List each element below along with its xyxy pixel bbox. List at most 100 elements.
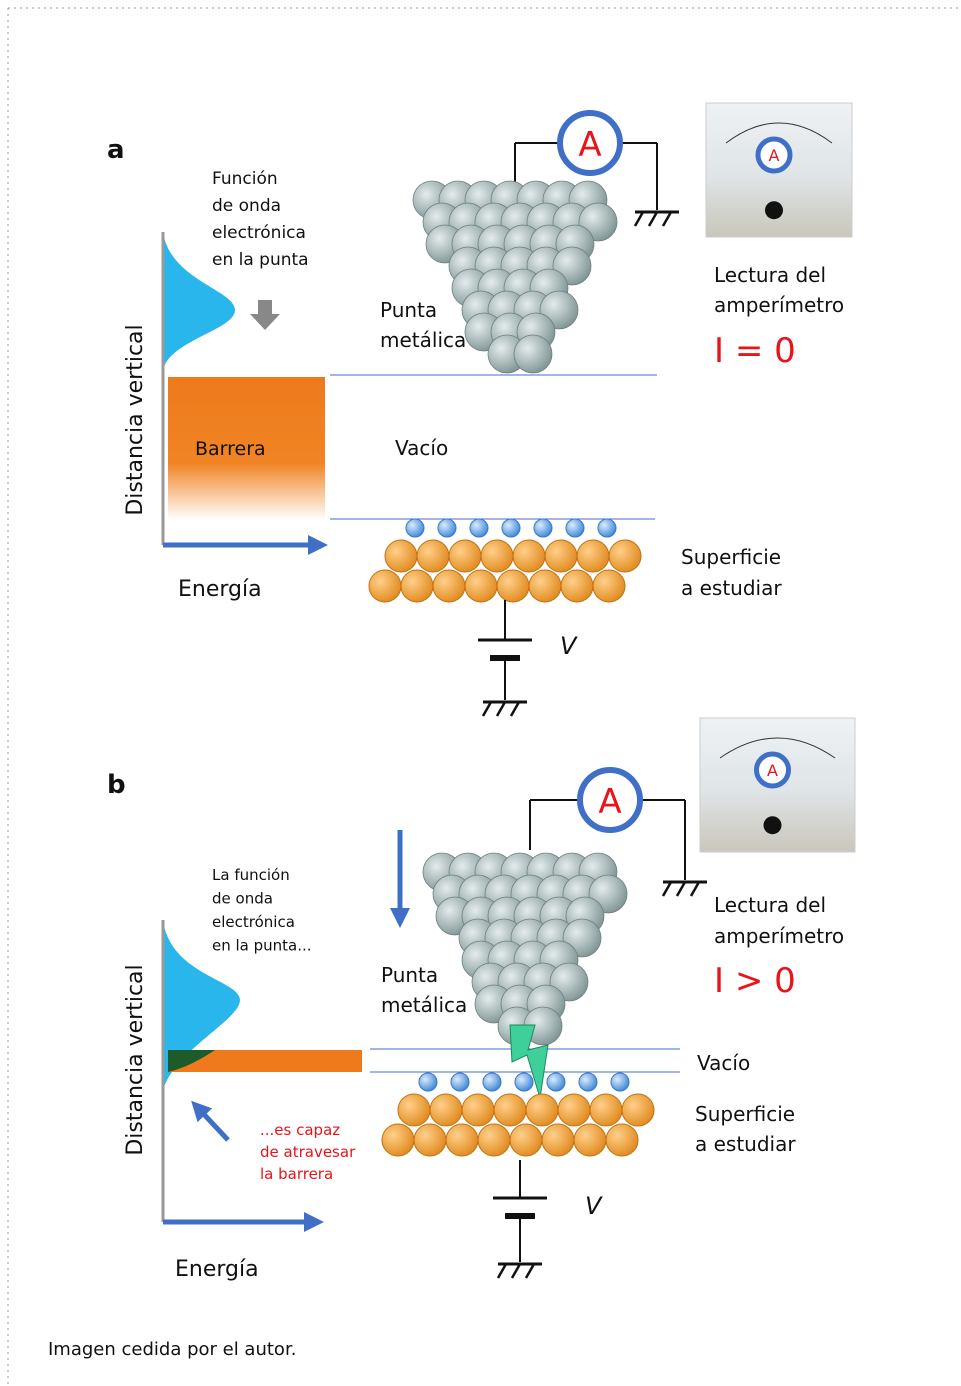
surface-atom [465,570,497,602]
adatom [438,519,456,537]
ammeter-symbol: A [578,125,601,165]
surface-atom [462,1094,494,1126]
meter-symbol: A [767,761,778,780]
surface-atom [417,540,449,572]
label: Superficie [695,1102,795,1126]
surface-atom [513,540,545,572]
surface-atom [430,1094,462,1126]
label: de onda [212,196,281,216]
panel-label: a [107,135,125,165]
label: en la punta [212,250,309,270]
ground [497,702,505,716]
surface-atom [481,540,513,572]
label: metálica [380,328,466,352]
surface-atom [542,1124,574,1156]
meter-knob [764,816,782,834]
adatom [566,519,584,537]
page: {"panels": [ {"label": "a", "wave_note":… [0,0,961,1386]
adatom [547,1073,565,1091]
ground [526,1264,534,1278]
surface-atom [433,570,465,602]
surface-atom [449,540,481,572]
label: Lectura del [714,263,826,287]
surface-atom [385,540,417,572]
ground [483,702,491,716]
label: La función [212,866,290,884]
label: Superficie [681,545,781,569]
ammeter-symbol: A [598,782,621,822]
adatom [611,1073,629,1091]
arrow [198,1108,228,1140]
meter-knob [765,201,783,219]
surface-atom [558,1094,590,1126]
label: Lectura del [714,893,826,917]
label: Energía [175,1257,259,1282]
surface-atom [609,540,641,572]
surface-atom [398,1094,430,1126]
adatom [483,1073,501,1091]
label: Distancia vertical [123,324,148,515]
label: Punta [380,298,437,322]
diagram: aFunciónde ondaelectrónicaen la puntaBar… [0,0,961,1386]
label: Punta [381,963,438,987]
label: a estudiar [695,1132,796,1156]
ground [635,212,643,226]
ground [498,1264,506,1278]
reading-value: I > 0 [714,961,796,1001]
ground [663,212,671,226]
reading-value: I = 0 [714,331,796,371]
tip-atom [514,335,552,373]
tunnel-note: la barrera [260,1165,333,1183]
caption: Imagen cedida por el autor. [48,1339,296,1360]
ground [512,1264,520,1278]
label: V [560,632,578,660]
label: a estudiar [681,576,782,600]
surface-atom [497,570,529,602]
surface-atom [593,570,625,602]
surface-atom [494,1094,526,1126]
label: metálica [381,993,467,1017]
adatom [406,519,424,537]
surface-atom [545,540,577,572]
label: Vacío [395,436,448,460]
label: V [585,1192,603,1220]
adatom [451,1073,469,1091]
label: electrónica [212,913,295,931]
surface-atom [574,1124,606,1156]
surface-atom [478,1124,510,1156]
ground [511,702,519,716]
adatom [502,519,520,537]
surface-atom [529,570,561,602]
surface-atom [561,570,593,602]
label: electrónica [212,223,306,243]
surface-atom [510,1124,542,1156]
adatom [534,519,552,537]
ground [663,882,671,896]
surface-atom [622,1094,654,1126]
surface-atom [414,1124,446,1156]
adatom [470,519,488,537]
surface-atom [590,1094,622,1126]
tunnel-note: de atravesar [260,1143,356,1161]
label: amperímetro [714,924,844,948]
ground [649,212,657,226]
tunnel-note: ...es capaz [260,1121,340,1139]
label: Energía [178,577,262,602]
label: Vacío [697,1051,750,1075]
arrow-down [250,300,280,330]
adatom [419,1073,437,1091]
label: de onda [212,890,273,908]
surface-atom [606,1124,638,1156]
ground [691,882,699,896]
ground [677,882,685,896]
surface-atom [526,1094,558,1126]
surface-atom [446,1124,478,1156]
surface-atom [577,540,609,572]
panel-label: b [107,770,126,800]
meter-symbol: A [769,146,780,165]
label: en la punta... [212,937,312,955]
surface-atom [369,570,401,602]
label: Barrera [195,438,266,460]
label: Distancia vertical [123,964,148,1155]
